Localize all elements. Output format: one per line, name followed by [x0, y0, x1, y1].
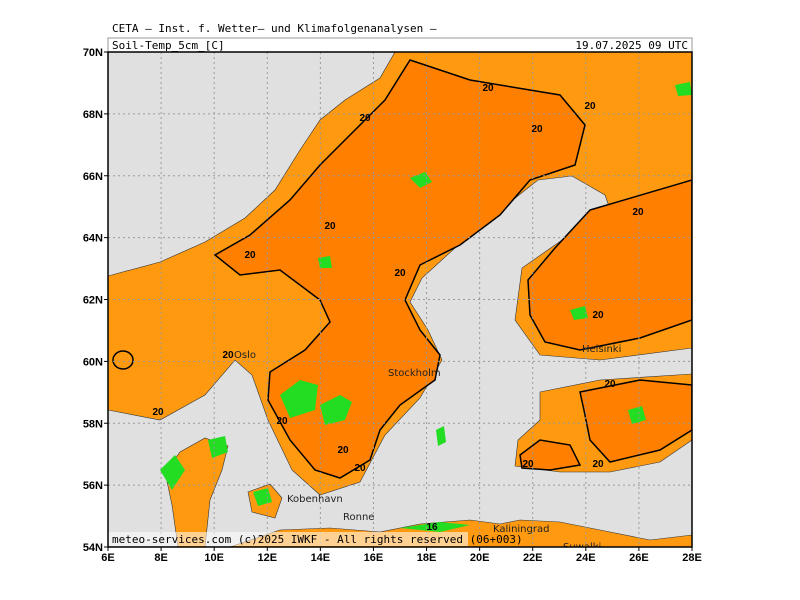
cold-patch: [436, 426, 446, 446]
contour-label: 20: [276, 416, 288, 427]
lat-tick-label: 56N: [83, 480, 103, 492]
contour-loop: [112, 350, 134, 370]
cold-patch: [400, 522, 470, 532]
contour-label: 20: [337, 445, 349, 456]
contour-label: 20: [354, 463, 366, 474]
contour-label: 20: [632, 207, 644, 218]
contour-label: 20: [394, 268, 406, 279]
contour-label: 20: [592, 310, 604, 321]
lat-tick-label: 70N: [83, 47, 103, 59]
contour-label: 16: [426, 522, 438, 533]
axes: 54N 56N 58N 60N 62N 64N 66N 68N 70N 6E 8E 10E 12E 14E…: [83, 47, 702, 564]
city-label: Kobenhavn: [287, 494, 343, 505]
contour-label: 20: [584, 101, 596, 112]
cold-patch: [160, 455, 185, 490]
map-area: 20 20 20 20 20 20 20 20 20 20 20 20 20 2…: [108, 52, 692, 553]
lat-tick-label: 62N: [83, 295, 103, 307]
lat-tick-label: 60N: [83, 356, 103, 368]
contour-label: 20: [531, 124, 543, 135]
contour-label: 20: [222, 350, 234, 361]
lat-tick-label: 54N: [83, 542, 103, 554]
footer-box: [108, 532, 468, 546]
lat-tick-label: 64N: [83, 233, 103, 245]
lon-tick-label: 28E: [682, 552, 702, 564]
contour-label: 20: [604, 379, 616, 390]
lon-tick-label: 24E: [576, 552, 596, 564]
contour-label: 20: [324, 221, 336, 232]
lat-tick-label: 68N: [83, 109, 103, 121]
lon-tick-label: 20E: [470, 552, 490, 564]
lon-tick-label: 18E: [417, 552, 437, 564]
lon-tick-label: 8E: [154, 552, 167, 564]
cold-patch: [318, 256, 332, 268]
lon-tick-label: 22E: [523, 552, 543, 564]
cold-patch: [208, 436, 228, 458]
cold-patch: [280, 380, 318, 418]
city-label: Helsinki: [582, 344, 621, 355]
lon-tick-label: 10E: [204, 552, 224, 564]
valid-time: 19.07.2025 09 UTC: [575, 39, 688, 52]
cold-patch: [675, 82, 692, 96]
city-label: Stockholm: [388, 368, 441, 379]
copyright: meteo-services.com (c)2025 IWKF - All ri…: [112, 533, 523, 546]
city-label: Oslo: [234, 350, 256, 361]
contour-label: 20: [359, 113, 371, 124]
contour-label: 20: [592, 459, 604, 470]
cold-patch: [320, 395, 352, 425]
lon-tick-label: 12E: [257, 552, 277, 564]
city-label: Suwalki: [563, 542, 601, 553]
lat-tick-label: 66N: [83, 171, 103, 183]
lon-tick-label: 14E: [311, 552, 331, 564]
city-label: Kaliningrad: [493, 524, 549, 535]
header-institute: CETA – Inst. f. Wetter– und Klimafolgena…: [112, 22, 437, 35]
contour-label: 20: [482, 83, 494, 94]
lon-tick-label: 6E: [101, 552, 114, 564]
lon-tick-label: 26E: [629, 552, 649, 564]
lat-tick-label: 58N: [83, 418, 103, 430]
contour-label: 20: [244, 250, 256, 261]
warm-region-finland: [527, 179, 692, 351]
lon-tick-label: 16E: [364, 552, 384, 564]
city-label: Ronne: [343, 512, 374, 523]
cold-patch: [628, 406, 646, 424]
graticule: [108, 52, 692, 547]
warm-region-lithuania: [519, 439, 582, 471]
cold-patch: [570, 306, 588, 320]
field-title: Soil-Temp_5cm_[C]: [112, 39, 225, 52]
warm-region-sweden: [213, 59, 586, 479]
contour-label: 20: [522, 459, 534, 470]
contour-label: 20: [152, 407, 164, 418]
